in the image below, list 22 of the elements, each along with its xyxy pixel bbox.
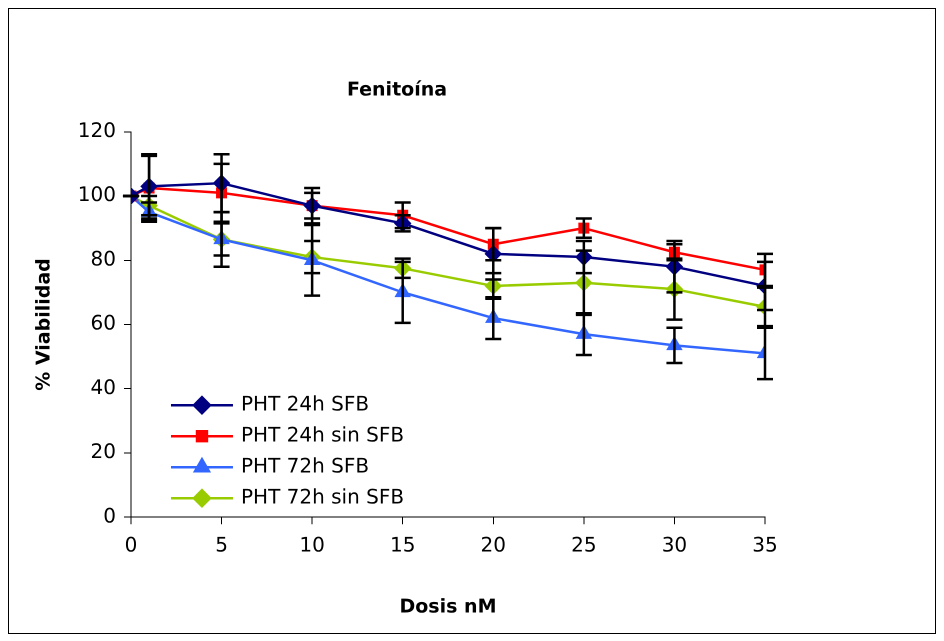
legend-label: PHT 24h sin SFB <box>240 422 404 446</box>
y-tick-label: 80 <box>90 246 116 270</box>
chart-title: Fenitoína <box>346 78 448 100</box>
y-tick-label: 40 <box>90 374 116 399</box>
x-tick-label: 0 <box>124 532 138 556</box>
legend-label: PHT 24h SFB <box>240 391 370 416</box>
y-tick-label: 120 <box>78 118 116 142</box>
x-tick-label: 5 <box>215 532 228 556</box>
legend-label: PHT 72h sin SFB <box>240 484 404 508</box>
x-tick-label: 20 <box>480 532 506 556</box>
y-axis-title: % Viabilidad <box>32 258 54 391</box>
x-tick-label: 30 <box>662 532 688 556</box>
x-tick-label: 10 <box>299 532 325 556</box>
y-tick-label: 60 <box>90 310 116 335</box>
x-tick-label: 25 <box>571 532 597 556</box>
y-tick-label: 20 <box>90 439 116 464</box>
y-tick-label: 0 <box>103 503 116 528</box>
x-tick-label: 35 <box>752 532 778 556</box>
x-axis-title: Dosis nM <box>399 596 496 618</box>
y-tick-label: 100 <box>78 182 116 206</box>
legend-label: PHT 72h SFB <box>240 453 370 478</box>
x-tick-label: 15 <box>390 532 416 556</box>
